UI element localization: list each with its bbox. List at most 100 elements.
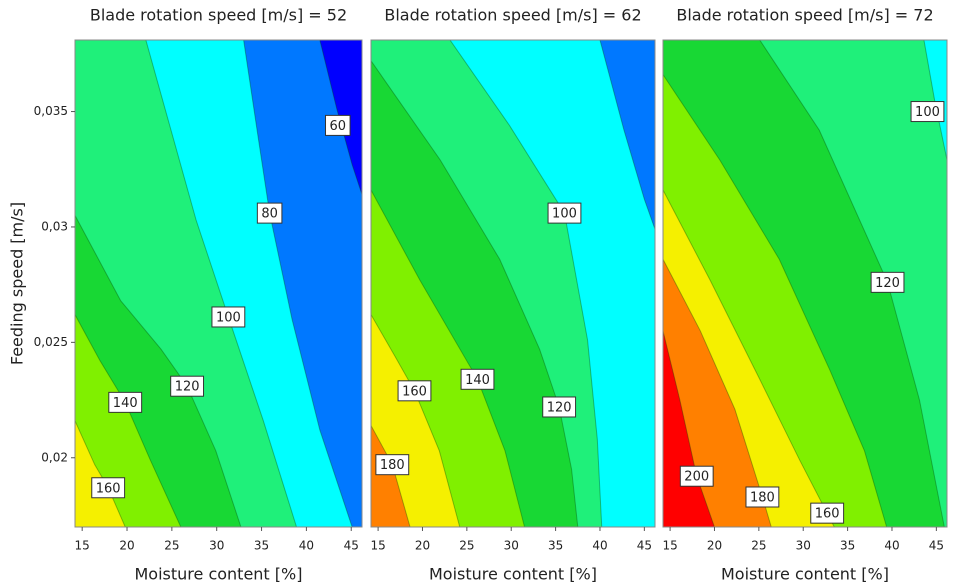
contour-label-text: 140 — [113, 396, 138, 411]
x-axis-label: Moisture content [%] — [429, 565, 597, 584]
contour-label-box — [547, 202, 582, 224]
contour-label-box — [745, 486, 780, 508]
contour-label-text: 120 — [175, 380, 200, 395]
x-tick-label: 25 — [459, 539, 474, 553]
x-tick-label: 30 — [209, 539, 224, 553]
x-tick-label: 35 — [254, 539, 269, 553]
panel: 60 80 100 120 140 160 Blade rotation speed [m/… — [8, 6, 363, 584]
x-tick-label: 30 — [504, 539, 519, 553]
x-tick-label: 40 — [299, 539, 314, 553]
x-tick-label: 15 — [75, 539, 90, 553]
x-tick-label: 15 — [662, 539, 677, 553]
contour-line — [75, 420, 126, 527]
contour-label-text: 200 — [684, 470, 709, 485]
contour-label-text: 160 — [815, 507, 840, 522]
y-tick-label: 0,02 — [41, 450, 68, 464]
contour-label-text: 160 — [402, 384, 427, 399]
contour-label: 80 — [256, 202, 283, 224]
panel: 100 120 140 160 180 Blade rotation speed [m/s… — [370, 6, 656, 584]
contour-label-text: 180 — [380, 458, 405, 473]
contour-label: 160 — [810, 502, 845, 524]
contour-label-text: 100 — [552, 207, 577, 222]
contour-label-text: 140 — [465, 373, 490, 388]
contour-label: 160 — [397, 380, 432, 402]
contour-label-text: 100 — [915, 105, 940, 120]
contour-label-box — [397, 380, 432, 402]
panel-border — [370, 39, 656, 528]
x-tick-label: 35 — [840, 539, 855, 553]
contour-label-box — [810, 502, 845, 524]
contour-label-text: 180 — [750, 490, 775, 505]
contour-line — [75, 215, 242, 527]
x-tick-label: 25 — [164, 539, 179, 553]
contour-label-box — [460, 368, 495, 390]
contour-label: 140 — [460, 368, 495, 390]
contour-label-box — [679, 465, 714, 487]
y-tick-label: 0,035 — [34, 104, 68, 118]
contour-band — [371, 425, 411, 527]
contour-label-box — [910, 101, 945, 123]
contour-label: 60 — [325, 114, 351, 136]
panel-border — [74, 39, 363, 528]
contour-label-text: 120 — [547, 400, 572, 415]
contour-line — [145, 40, 298, 527]
x-tick-label: 20 — [119, 539, 134, 553]
contour-label: 120 — [170, 375, 205, 397]
contour-label-box — [108, 391, 143, 413]
panel-title: Blade rotation speed [m/s] = 72 — [676, 6, 933, 25]
x-tick-label: 40 — [884, 539, 899, 553]
contour-label-box — [170, 375, 205, 397]
x-tick-label: 35 — [548, 539, 563, 553]
contour-label: 200 — [679, 465, 714, 487]
x-tick-label: 15 — [370, 539, 385, 553]
contour-line — [663, 189, 835, 527]
contour-label-box — [91, 477, 126, 499]
contour-label: 180 — [745, 486, 780, 508]
plot-area — [75, 40, 362, 527]
contour-line — [371, 60, 579, 527]
contour-label-text: 60 — [330, 119, 347, 134]
y-tick-label: 0,03 — [41, 219, 68, 233]
contour-label-box — [256, 202, 283, 224]
contour-band — [75, 420, 126, 527]
contour-band — [663, 330, 715, 527]
contour-label: 140 — [108, 391, 143, 413]
contour-label: 100 — [547, 202, 582, 224]
y-tick-label: 0,025 — [34, 335, 68, 349]
contour-line — [243, 40, 353, 527]
contour-line — [599, 40, 655, 230]
contour-label: 160 — [91, 477, 126, 499]
contour-label-box — [325, 114, 351, 136]
plot-area — [663, 40, 947, 527]
x-tick-label: 40 — [592, 539, 607, 553]
x-tick-label: 25 — [751, 539, 766, 553]
contour-label-box — [542, 396, 577, 418]
contour-label-text: 160 — [96, 481, 121, 496]
contour-label: 100 — [211, 306, 246, 328]
contour-label: 120 — [870, 271, 905, 293]
x-tick-label: 45 — [344, 539, 359, 553]
contour-label-text: 100 — [216, 310, 241, 325]
contour-label: 180 — [375, 454, 410, 476]
panel-border — [662, 39, 948, 528]
contour-label: 120 — [542, 396, 577, 418]
panel: 100 120 160 180 200 Blade rotation speed [m/s… — [662, 6, 948, 584]
contour-line — [663, 330, 715, 527]
contour-line — [923, 40, 947, 161]
contour-label: 100 — [910, 101, 945, 123]
x-tick-label: 20 — [707, 539, 722, 553]
contour-label-text: 120 — [875, 276, 900, 291]
contour-label-text: 80 — [261, 207, 278, 222]
x-tick-label: 45 — [637, 539, 652, 553]
x-tick-label: 30 — [796, 539, 811, 553]
y-axis-label: Feeding speed [m/s] — [8, 202, 27, 365]
x-tick-label: 20 — [415, 539, 430, 553]
contour-label-box — [870, 271, 905, 293]
panel-title: Blade rotation speed [m/s] = 62 — [384, 6, 641, 25]
x-axis-label: Moisture content [%] — [135, 565, 303, 584]
contour-line — [319, 40, 362, 195]
contour-label-box — [375, 454, 410, 476]
contour-label-box — [211, 306, 246, 328]
